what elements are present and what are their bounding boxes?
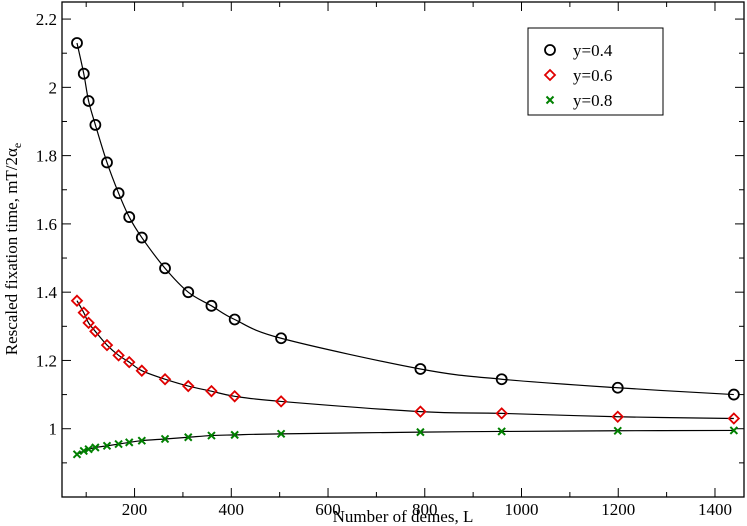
data-point: [160, 434, 170, 444]
ticks: 200 400 600 800 1000 1200 1400 1 1.2 1.4 1.6 1.8 2 2.…: [36, 2, 744, 519]
data-point: [101, 156, 113, 169]
data-point: [230, 430, 239, 440]
data-point: [102, 441, 112, 451]
legend-label: y=0.4: [573, 41, 613, 60]
data-point: [89, 325, 102, 338]
data-point: [416, 427, 425, 437]
x-tick-label: 600: [315, 500, 341, 519]
data-point: [184, 433, 193, 442]
data-point: [135, 364, 149, 377]
data-point: [91, 443, 100, 452]
y-tick-label: 2.2: [36, 10, 57, 29]
data-point: [275, 332, 288, 345]
data-point: [125, 438, 134, 447]
plot-frame: [61, 1, 745, 498]
legend-marker: [543, 68, 557, 82]
data-point: [82, 95, 95, 107]
legend: y=0.4 y=0.6 y=0.8: [527, 27, 664, 116]
data-point: [613, 426, 622, 435]
data-point: [182, 286, 195, 299]
data-point: [79, 446, 88, 456]
x-tick-label: 800: [412, 500, 438, 519]
fit-curve: [76, 42, 734, 396]
data-point: [77, 306, 91, 319]
data-point: [159, 262, 171, 275]
data-point: [729, 426, 739, 435]
data-point: [158, 372, 172, 386]
data-point: [205, 384, 218, 398]
data-point: [207, 431, 216, 440]
legend-label: y=0.8: [573, 91, 612, 110]
data-point: [112, 187, 125, 200]
x-tick-label: 400: [219, 500, 245, 519]
data-point: [122, 355, 136, 369]
y-tick-label: 1: [49, 420, 58, 439]
data-point: [82, 316, 95, 330]
data-point: [495, 373, 508, 386]
data-point: [89, 118, 102, 131]
data-point: [727, 388, 740, 401]
data-point: [228, 390, 241, 403]
data-point: [611, 381, 624, 394]
y-tick-label: 1.4: [36, 283, 58, 302]
legend-items: y=0.4 y=0.6 y=0.8: [543, 41, 613, 110]
legend-marker: [544, 44, 556, 56]
x-tick-label: 1200: [601, 500, 635, 519]
x-axis-label: Number of demes, L: [333, 507, 474, 526]
data-point: [71, 37, 83, 49]
data-point: [112, 349, 125, 362]
data-point: [100, 338, 114, 352]
data-point: [114, 439, 123, 449]
data-point: [414, 405, 427, 418]
data-point: [77, 67, 90, 80]
data-point: [181, 379, 195, 393]
legend-label: y=0.6: [573, 66, 612, 85]
data-points: [70, 37, 741, 459]
y-tick-label: 1.2: [36, 351, 57, 370]
fit-curve: [76, 429, 734, 455]
data-point: [497, 427, 506, 436]
data-point: [611, 410, 625, 424]
data-point: [414, 363, 427, 375]
data-point: [137, 436, 147, 445]
y-tick-label: 1.6: [36, 215, 57, 234]
data-point: [72, 450, 82, 459]
x-tick-label: 1000: [505, 500, 539, 519]
x-tick-label: 1400: [698, 500, 732, 519]
data-point: [495, 407, 508, 420]
x-tick-label: 200: [122, 500, 148, 519]
fit-curve: [76, 300, 734, 420]
y-axis-label-main: Rescaled fixation time, mT/2α: [2, 148, 21, 355]
y-axis-label: Rescaled fixation time, mT/2αe: [2, 143, 24, 356]
data-point: [70, 294, 84, 307]
data-point: [228, 313, 241, 326]
data-point: [135, 231, 148, 244]
y-tick-label: 1.8: [36, 147, 57, 166]
data-point: [276, 429, 286, 439]
y-axis-label-sub: e: [10, 143, 24, 148]
y-tick-label: 2: [49, 78, 58, 97]
legend-marker: [545, 95, 555, 105]
data-point: [205, 299, 218, 312]
data-point: [274, 395, 288, 408]
data-point: [123, 211, 136, 223]
data-point: [84, 444, 93, 454]
data-point: [727, 412, 741, 425]
